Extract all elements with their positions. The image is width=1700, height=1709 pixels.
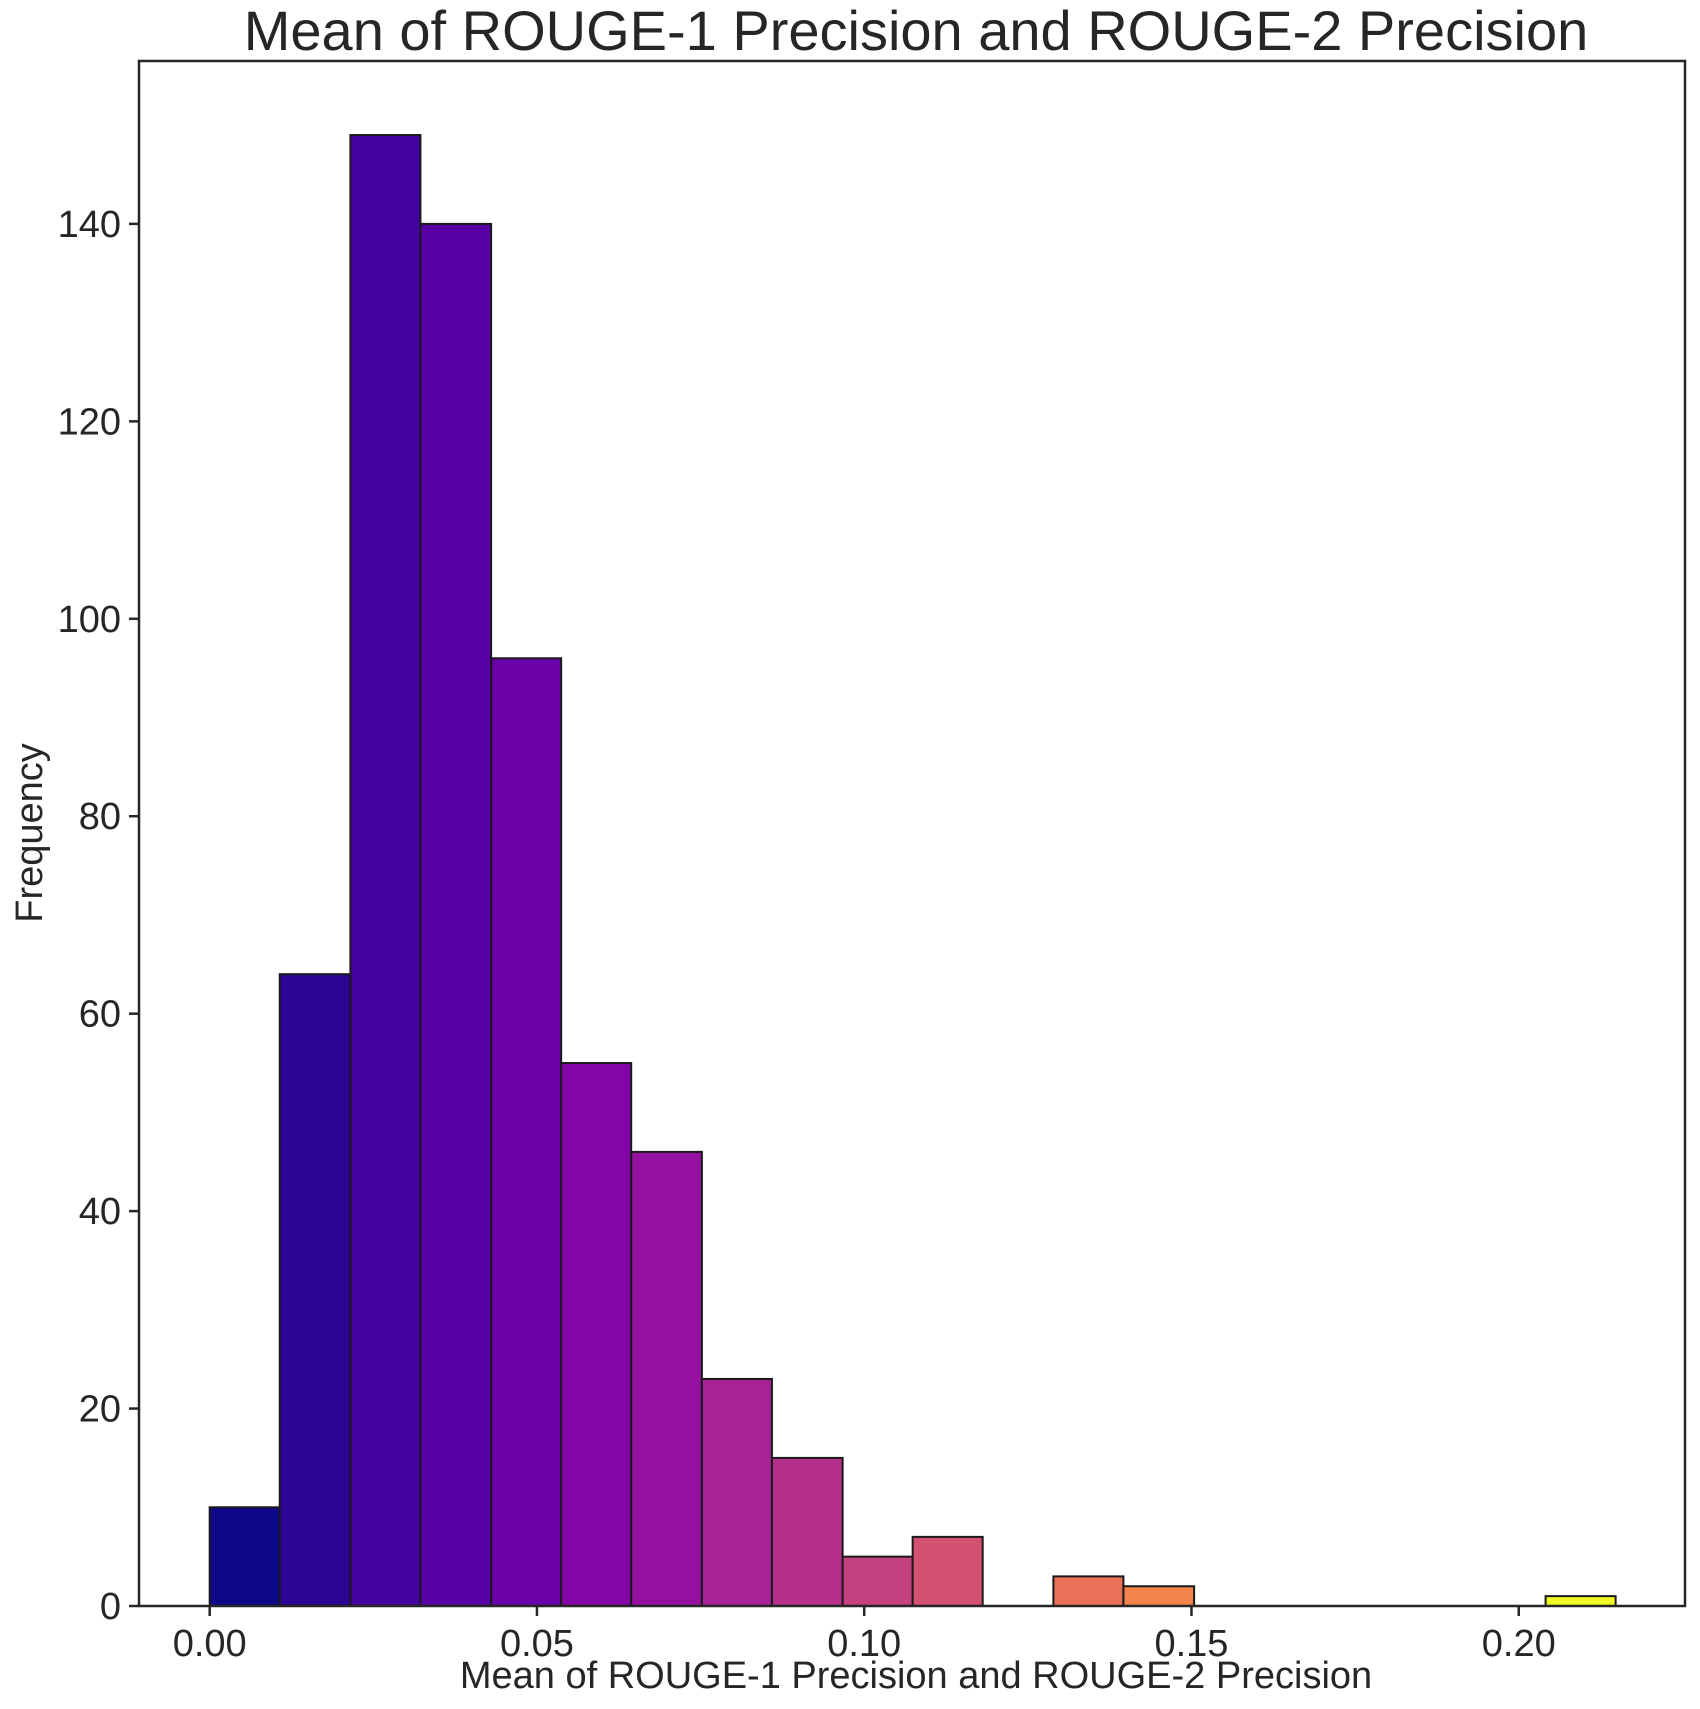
histogram-bar — [700, 1377, 773, 1607]
x-axis-label: Mean of ROUGE-1 Precision and ROUGE-2 Pr… — [460, 1655, 1372, 1697]
histogram-bar — [419, 222, 493, 1607]
y-tick-label: 60 — [79, 994, 121, 1036]
histogram-bar — [560, 1062, 633, 1607]
y-tick-label: 80 — [79, 796, 121, 838]
histogram-bar — [278, 973, 352, 1607]
plot-frame — [137, 59, 1687, 1608]
histogram-bar — [1052, 1575, 1125, 1608]
histogram-bar — [630, 1150, 703, 1607]
bars-layer — [208, 134, 1617, 1608]
histogram-bar — [490, 657, 563, 1607]
y-tick-label: 20 — [79, 1389, 121, 1431]
x-tick-label: 0.00 — [173, 1623, 247, 1665]
histogram-bar — [1544, 1595, 1617, 1608]
x-tick-label: 0.10 — [827, 1623, 901, 1665]
histogram-bar — [770, 1456, 844, 1608]
x-tick-label: 0.20 — [1482, 1623, 1556, 1665]
y-axis-label: Frequency — [9, 743, 51, 923]
histogram-bar — [911, 1535, 984, 1608]
histogram-bar — [349, 134, 422, 1607]
y-tick-label: 40 — [79, 1191, 121, 1233]
x-axis-ticks: 0.00 0.05 0.10 0.15 0.20 — [173, 1606, 1556, 1665]
y-tick-label: 120 — [58, 401, 121, 443]
chart-title: Mean of ROUGE-1 Precision and ROUGE-2 Pr… — [244, 0, 1589, 62]
x-tick-label: 0.15 — [1154, 1623, 1228, 1665]
y-tick-label: 140 — [58, 204, 121, 246]
y-axis-ticks: 0 20 40 60 80 100 120 140 — [58, 204, 139, 1628]
y-tick-label: 100 — [58, 599, 121, 641]
histogram-bar — [841, 1555, 914, 1608]
y-tick-label: 0 — [100, 1586, 121, 1628]
histogram-bar — [1122, 1585, 1196, 1608]
histogram-bar — [208, 1506, 281, 1608]
x-tick-label: 0.05 — [500, 1623, 574, 1665]
